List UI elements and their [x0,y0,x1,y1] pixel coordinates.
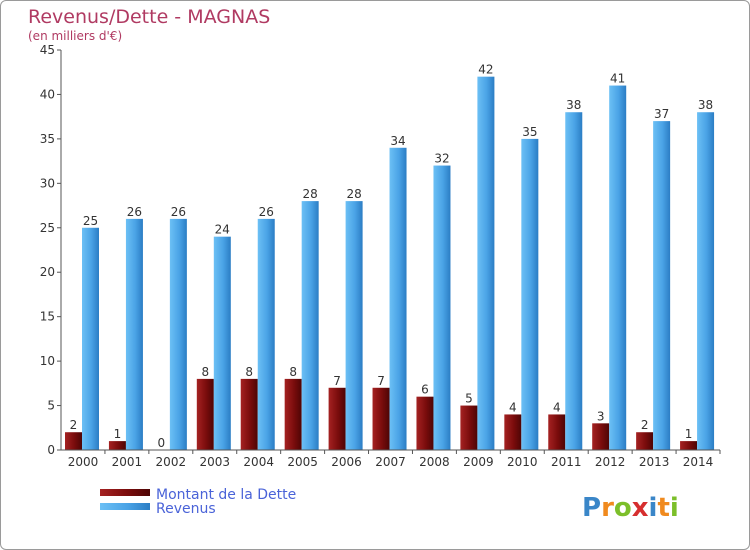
data-label: 26 [127,205,142,219]
data-label: 8 [289,365,297,379]
bar-revenus [301,201,319,450]
y-tick-label: 5 [47,399,55,413]
bar-dette [680,441,698,450]
bar-dette [65,432,82,450]
data-label: 35 [522,125,537,139]
data-label: 6 [421,383,429,397]
chart-subtitle: (en milliers d'€) [28,29,122,43]
bar-revenus [609,85,627,451]
bar-dette [416,396,434,450]
x-tick-label: 2003 [199,455,230,469]
bar-dette [548,414,566,450]
data-label: 2 [641,418,649,432]
x-tick-label: 2014 [683,455,714,469]
data-label: 5 [465,392,473,406]
x-tick-label: 2002 [156,455,187,469]
y-tick-label: 15 [40,310,55,324]
bar-revenus [169,218,187,450]
proxiti-logo: Proxiti [582,493,679,523]
data-label: 8 [245,365,253,379]
data-label: 37 [654,107,669,121]
x-axis: 2000 2001 2002 2003 2004 2005 2006 2007 2008 2009… [61,449,721,469]
data-label: 7 [333,374,341,388]
x-tick-label: 2001 [112,455,143,469]
data-label: 38 [698,98,713,112]
legend-swatch-debt [100,489,150,496]
legend: Montant de la Dette Revenus [100,487,296,517]
y-tick-label: 10 [40,354,55,368]
bar-revenus [433,165,451,451]
bar-dette [372,387,390,450]
bar-dette [328,387,346,450]
data-label: 4 [509,400,517,414]
data-label: 3 [597,409,605,423]
y-tick-label: 40 [40,87,55,101]
bar-dette [636,432,654,450]
data-label: 42 [478,63,493,77]
x-tick-label: 2013 [639,455,670,469]
legend-label-debt: Montant de la Dette [156,487,296,503]
data-label: 4 [553,400,561,414]
bar-revenus [521,138,539,450]
y-tick-label: 25 [40,221,55,235]
x-tick-label: 2006 [331,455,362,469]
legend-swatch-revenus [100,503,150,510]
y-tick-label: 0 [47,443,55,457]
x-tick-label: 2007 [375,455,406,469]
bar-revenus [125,218,143,450]
bar-revenus [257,218,275,450]
data-label: 26 [259,205,274,219]
bar-dette [108,441,126,450]
data-label: 1 [685,427,693,441]
data-label: 7 [377,374,385,388]
data-label: 8 [201,365,209,379]
y-tick-label: 35 [40,132,55,146]
data-label: 38 [566,98,581,112]
bar-revenus [82,227,99,450]
data-label: 24 [215,223,230,237]
bar-dette [240,378,258,450]
chart-title: Revenus/Dette - MAGNAS [28,6,270,28]
data-label: 2 [70,418,78,432]
x-tick-label: 2004 [243,455,274,469]
x-tick-label: 2008 [419,455,450,469]
bar-revenus [477,76,495,451]
bar-dette [196,378,214,450]
bar-revenus [565,112,583,450]
x-tick-label: 2011 [551,455,582,469]
data-label: 41 [610,72,625,86]
data-label: 28 [303,187,318,201]
bar-revenus [345,201,363,450]
x-tick-label: 2012 [595,455,626,469]
data-label: 28 [346,187,361,201]
data-label: 0 [158,436,166,450]
x-tick-label: 2010 [507,455,538,469]
bar-revenus [697,112,715,450]
bar-revenus [213,236,231,450]
bar-dette [460,405,478,450]
x-tick-label: 2005 [287,455,318,469]
bar-revenus [653,121,671,450]
legend-label-revenus: Revenus [156,501,216,517]
y-tick-label: 45 [40,43,55,57]
y-tick-label: 30 [40,176,55,190]
logo-text: Proxiti [582,493,679,523]
y-tick-label: 20 [40,265,55,279]
x-tick-label: 2000 [68,455,99,469]
data-label: 1 [114,427,122,441]
x-tick-label: 2009 [463,455,494,469]
bar-dette [284,378,302,450]
data-label: 34 [390,134,405,148]
bar-dette [592,423,610,450]
bar-dette [504,414,522,450]
bar-revenus [389,147,407,450]
y-axis: 0 5 10 15 20 25 30 35 40 45 [40,43,62,457]
data-label: 32 [434,152,449,166]
data-label: 26 [171,205,186,219]
bars-group: 2 25 1 26 0 26 8 24 8 26 8 28 7 28 7 34 6 32 5 42 4 35 4 38 3 41 2… [65,63,715,451]
data-label: 25 [83,214,98,228]
